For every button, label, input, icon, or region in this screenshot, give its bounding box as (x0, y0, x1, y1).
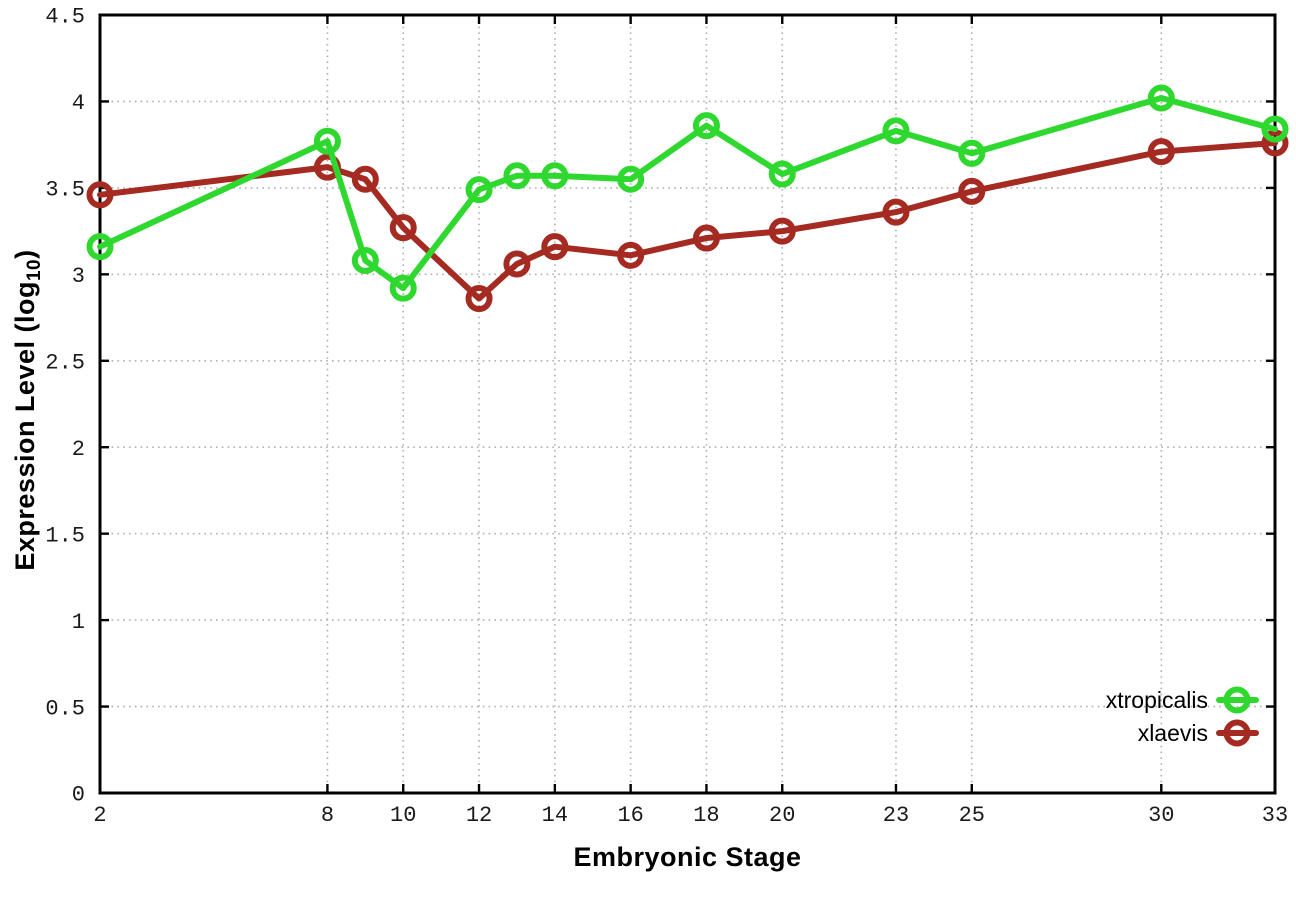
series-xtropicalis (86, 84, 1289, 302)
y-tick-label: 2.5 (45, 350, 85, 375)
y-tick-label: 3 (72, 264, 85, 289)
data-point-xlaevis (541, 233, 569, 261)
legend-marker-xlaevis (1223, 719, 1251, 747)
data-point-xlaevis (768, 217, 796, 245)
x-tick-label: 8 (321, 803, 334, 828)
data-point-xtropicalis (692, 112, 720, 140)
y-tick-label: 0 (72, 783, 85, 808)
x-tick-label: 14 (542, 803, 568, 828)
data-point-xtropicalis (86, 233, 114, 261)
data-point-xtropicalis (313, 127, 341, 155)
data-point-xtropicalis (1261, 115, 1289, 143)
series-line-xtropicalis (97, 94, 1278, 292)
x-tick-label: 18 (693, 803, 719, 828)
data-point-xlaevis (958, 177, 986, 205)
x-axis-title: Embryonic Stage (100, 842, 1275, 873)
data-point-xlaevis (882, 198, 910, 226)
data-point-xtropicalis (389, 274, 417, 302)
x-tick-label: 2 (93, 803, 106, 828)
legend: xtropicalis xlaevis (1106, 686, 1259, 747)
data-point-xtropicalis (958, 139, 986, 167)
plot-border (98, 13, 1277, 795)
x-axis-title-text: Embryonic Stage (573, 842, 802, 872)
y-tick-label: 4.5 (45, 5, 85, 30)
data-point-xtropicalis (1147, 84, 1175, 112)
data-point-xtropicalis (351, 247, 379, 275)
legend-label-xlaevis: xlaevis (1138, 720, 1208, 746)
y-tick-label: 4 (72, 91, 85, 116)
y-tick-label: 0.5 (45, 696, 85, 721)
x-tick-label: 25 (959, 803, 985, 828)
y-axis-title-close: ) (9, 249, 40, 259)
y-tick-label: 2 (72, 437, 85, 462)
y-tick-label: 1.5 (45, 523, 85, 548)
x-tick-label: 10 (390, 803, 416, 828)
y-tick-label: 1 (72, 610, 85, 635)
x-tick-label: 16 (617, 803, 643, 828)
data-point-xlaevis (617, 241, 645, 269)
data-point-xtropicalis (768, 160, 796, 188)
grid-lines (100, 15, 1275, 793)
data-point-xtropicalis (465, 176, 493, 204)
data-point-xlaevis (1261, 129, 1289, 157)
data-point-xlaevis (692, 224, 720, 252)
legend-label-xtropicalis: xtropicalis (1106, 687, 1208, 713)
x-tick-label: 23 (883, 803, 909, 828)
tick-labels: 0 0.5 1 1.5 2 2.5 3 3.5 4 4.5 2 8 10 12 14 16 18 20 23 25 30… (45, 5, 1288, 828)
data-point-xtropicalis (503, 162, 531, 190)
legend-marker-xtropicalis (1223, 686, 1251, 714)
x-tick-label: 33 (1262, 803, 1288, 828)
data-point-xtropicalis (617, 165, 645, 193)
data-point-xlaevis (465, 285, 493, 313)
data-point-xtropicalis (882, 117, 910, 145)
axis-ticks (98, 13, 1277, 795)
data-point-xlaevis (86, 181, 114, 209)
series-xlaevis (86, 129, 1289, 313)
x-tick-label: 30 (1148, 803, 1174, 828)
data-point-xtropicalis (541, 162, 569, 190)
y-tick-label: 3.5 (45, 178, 85, 203)
data-point-xlaevis (503, 250, 531, 278)
data-point-xlaevis (389, 214, 417, 242)
y-axis-title: Expression Level (log10) (10, 249, 46, 570)
y-axis-title-text: Expression Level (log (9, 281, 40, 571)
data-point-xlaevis (351, 165, 379, 193)
y-axis-title-subscript: 10 (24, 258, 46, 282)
x-tick-label: 12 (466, 803, 492, 828)
x-tick-label: 20 (769, 803, 795, 828)
data-point-xlaevis (1147, 138, 1175, 166)
